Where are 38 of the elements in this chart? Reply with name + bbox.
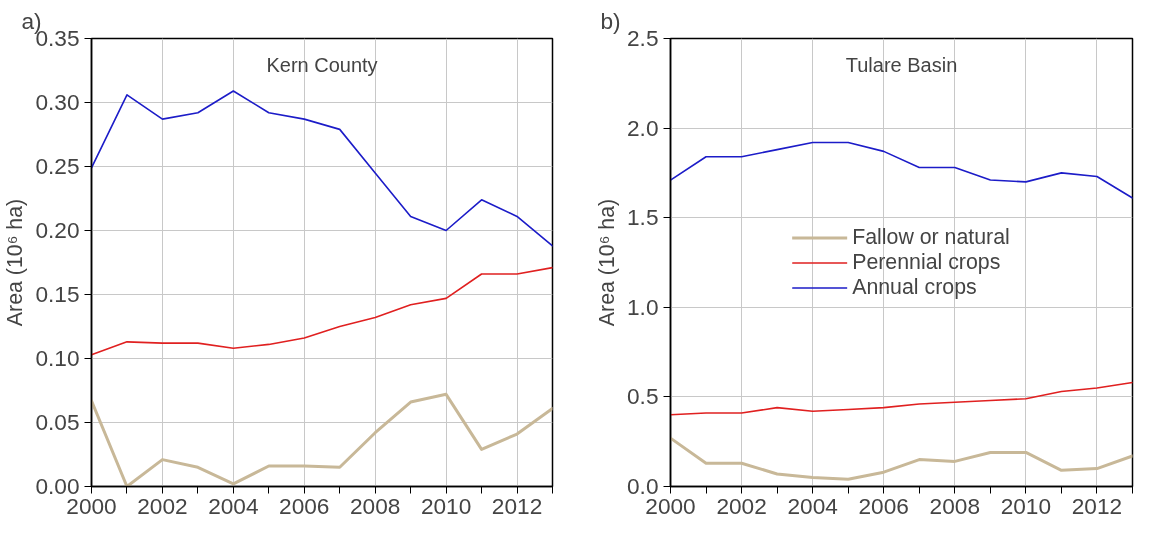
y-tick-label: 0.00 [35,473,80,499]
line-series [670,381,1133,416]
y-tick-label: 2.0 [627,114,659,141]
y-tick-label: 1.0 [627,293,659,320]
y-tick-label: 0.05 [35,409,80,435]
legend-label: Fallow or natural [852,224,1010,250]
x-tick-label: 2010 [1000,492,1052,519]
line-series [670,141,1133,199]
y-tick-label: 0.20 [35,217,80,243]
x-tick-label: 2010 [420,492,472,519]
x-tick-label: 2008 [929,492,981,519]
text: b) [600,7,621,34]
x-tick-label: 2006 [858,492,909,519]
x-tick-label: 2012 [491,492,543,519]
x-tick-label: 2004 [787,492,838,519]
legend-label: Perennial crops [852,249,1001,275]
y-tick-label: 0.0 [627,473,659,499]
legend-label: Annual crops [852,274,977,300]
text: Kern County [266,54,378,77]
x-tick-label: 2008 [349,492,401,519]
x-tick-label: 2012 [1071,492,1123,519]
x-tick-label: 2004 [208,492,259,519]
y-axis-title: Area (10⁶ ha) [3,198,28,327]
x-tick-label: 2002 [716,492,767,519]
y-axis-title: Area (10⁶ ha) [595,198,619,327]
y-tick-label: 2.5 [627,25,659,51]
text: Tulare Basin [845,54,958,77]
y-tick-label: 0.15 [35,281,80,307]
line-series [670,436,1133,481]
y-tick-label: 0.30 [35,89,80,115]
y-tick-label: 0.5 [627,383,659,410]
x-tick-label: 2002 [137,492,188,519]
x-tick-label: 2006 [279,492,330,519]
line-series [91,90,553,247]
line-series [91,266,553,356]
y-tick-label: 1.5 [627,204,659,231]
y-tick-label: 0.10 [35,345,80,371]
y-tick-label: 0.25 [35,153,80,179]
